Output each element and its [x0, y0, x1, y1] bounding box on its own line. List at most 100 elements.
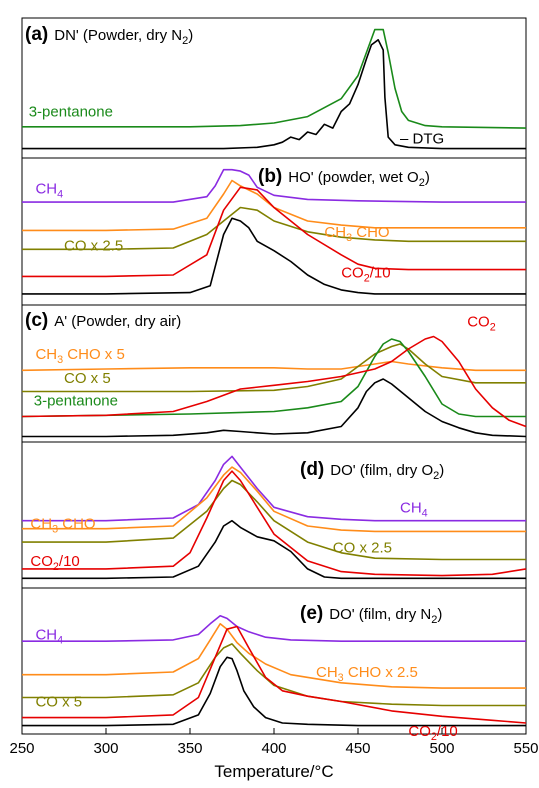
- panel-tag: (d): [300, 459, 324, 480]
- series-label-b-2-after: CHO: [352, 224, 390, 241]
- series-line-a-1: [22, 38, 526, 150]
- series-label-b-3-sub: 2: [364, 272, 370, 284]
- series-label-e-3-main: CO: [408, 723, 431, 740]
- panel-title-end: ): [437, 606, 442, 623]
- panel-tag: (c): [25, 310, 48, 331]
- series-line-c-1: [22, 343, 526, 393]
- series-label-a-0-main: 3-pentanone: [29, 103, 113, 120]
- series-label-c-2-main: 3-pentanone: [34, 392, 118, 409]
- x-tick-label: 250: [9, 740, 34, 757]
- x-tick-label: 450: [345, 740, 370, 757]
- series-line-d-1: [22, 466, 526, 533]
- panel-title-b: (b) HO' (powder, wet O2): [258, 166, 430, 189]
- series-label-e-0: CH4: [35, 627, 63, 647]
- series-label-b-1-main: CO x 2.5: [64, 237, 123, 254]
- panel-title-sub: 2: [431, 614, 437, 626]
- series-line-b-3: [22, 186, 526, 278]
- panel-a: 3-pentanone – DTG (a) DN' (Powder, dry N2): [22, 24, 527, 150]
- series-line-b-0: [22, 168, 526, 203]
- x-axis: 250 300 350 400 450 500 550 Temperature/°C: [9, 728, 539, 781]
- series-label-b-2: CH3 CHO: [324, 224, 389, 244]
- series-label-d-2-main: CO x 2.5: [333, 539, 392, 556]
- series-label-b-2-main: CH: [324, 224, 346, 241]
- series-label-a-1: – DTG: [400, 130, 444, 147]
- panel-title-main: DO' (film, dry N: [329, 606, 431, 623]
- series-label-d-3: CO2/10: [30, 553, 79, 573]
- series-label-d-0: CH4: [400, 499, 428, 519]
- series-label-e-0-main: CH: [35, 627, 57, 644]
- panel-title-sub: 2: [182, 35, 188, 47]
- series-label-b-3-after: /10: [370, 264, 391, 281]
- series-label-a-1-main: – DTG: [400, 130, 444, 147]
- panel-title-e: (e) DO' (film, dry N2): [300, 603, 442, 626]
- panel-title-end: ): [188, 27, 193, 44]
- series-line-e-1: [22, 622, 526, 689]
- series-label-b-1: CO x 2.5: [64, 237, 123, 254]
- series-label-e-1-after: CHO x 2.5: [344, 664, 418, 681]
- panel-c: CH3 CHO x 5 CO x 5 3-pentanone CO2 (c) A' (Po…: [21, 304, 527, 438]
- series-line-e-2: [22, 643, 526, 707]
- series-label-b-0-sub: 4: [57, 189, 63, 201]
- panel-title-main: HO' (powder, wet O: [288, 169, 418, 186]
- series-label-e-3-sub: 2: [431, 731, 437, 743]
- series-label-d-1-after: CHO: [58, 515, 96, 532]
- series-label-e-3: CO2/10: [408, 723, 457, 743]
- series-label-b-0: CH4: [35, 181, 63, 201]
- series-label-a-0: 3-pentanone: [29, 103, 113, 120]
- panel-title-sub: 2: [433, 470, 439, 482]
- series-label-c-0-sub: 3: [57, 354, 63, 366]
- series-label-e-0-sub: 4: [57, 635, 63, 647]
- series-label-d-3-sub: 2: [53, 561, 59, 573]
- panel-title-main: A' (Powder, dry air): [54, 313, 181, 330]
- panel-title-c: (c) A' (Powder, dry air): [25, 310, 181, 331]
- series-label-e-1-sub: 3: [338, 672, 344, 684]
- x-tick-label: 350: [177, 740, 202, 757]
- series-label-d-1-main: CH: [30, 515, 52, 532]
- series-label-d-1-sub: 3: [52, 523, 58, 535]
- series-label-c-0-main: CH: [35, 346, 57, 363]
- series-line-c-4: [22, 378, 527, 438]
- series-label-b-3: CO2/10: [341, 264, 390, 284]
- series-label-d-3-main: CO: [30, 553, 53, 570]
- series-label-d-2: CO x 2.5: [333, 539, 392, 556]
- panel-tag: (b): [258, 166, 282, 187]
- series-line-b-2: [22, 206, 526, 251]
- series-label-e-1-main: CH: [316, 664, 338, 681]
- series-label-b-0-main: CH: [35, 181, 57, 198]
- series-label-c-2: 3-pentanone: [34, 392, 118, 409]
- series-label-c-3: CO2: [467, 314, 496, 334]
- series-line-e-0: [22, 614, 526, 643]
- series-line-e-3: [22, 625, 527, 724]
- panel-tag: (e): [300, 603, 323, 624]
- series-line-d-0: [22, 455, 526, 522]
- series-line-c-3: [21, 335, 527, 428]
- series-line-c-2: [21, 338, 526, 418]
- series-label-b-3-main: CO: [341, 264, 364, 281]
- series-label-d-3-after: /10: [59, 553, 80, 570]
- series-label-d-0-main: CH: [400, 499, 422, 516]
- panel-title-main: DO' (film, dry O: [330, 462, 433, 479]
- series-label-c-1-main: CO x 5: [64, 370, 111, 387]
- panel-title-end: ): [439, 462, 444, 479]
- series-line-d-3: [22, 470, 527, 577]
- series-line-e-4: [22, 656, 526, 727]
- series-label-d-1: CH3 CHO: [30, 515, 95, 535]
- series-line-c-0: [21, 360, 526, 372]
- x-tick-label: 500: [429, 740, 454, 757]
- series-label-c-3-main: CO: [467, 314, 490, 331]
- panel-title-sub: 2: [419, 177, 425, 189]
- panel-title-end: ): [425, 169, 430, 186]
- series-label-e-1: CH3 CHO x 2.5: [316, 664, 418, 684]
- series-label-c-1: CO x 5: [64, 370, 111, 387]
- series-line-d-4: [22, 519, 526, 580]
- x-tick-label: 400: [261, 740, 286, 757]
- series-label-d-0-sub: 4: [422, 507, 428, 519]
- series-label-c-0: CH3 CHO x 5: [35, 346, 124, 366]
- series-label-e-2-main: CO x 5: [35, 694, 82, 711]
- series-label-b-2-sub: 3: [346, 232, 352, 244]
- series-line-b-1: [22, 179, 526, 232]
- x-tick-label: 300: [93, 740, 118, 757]
